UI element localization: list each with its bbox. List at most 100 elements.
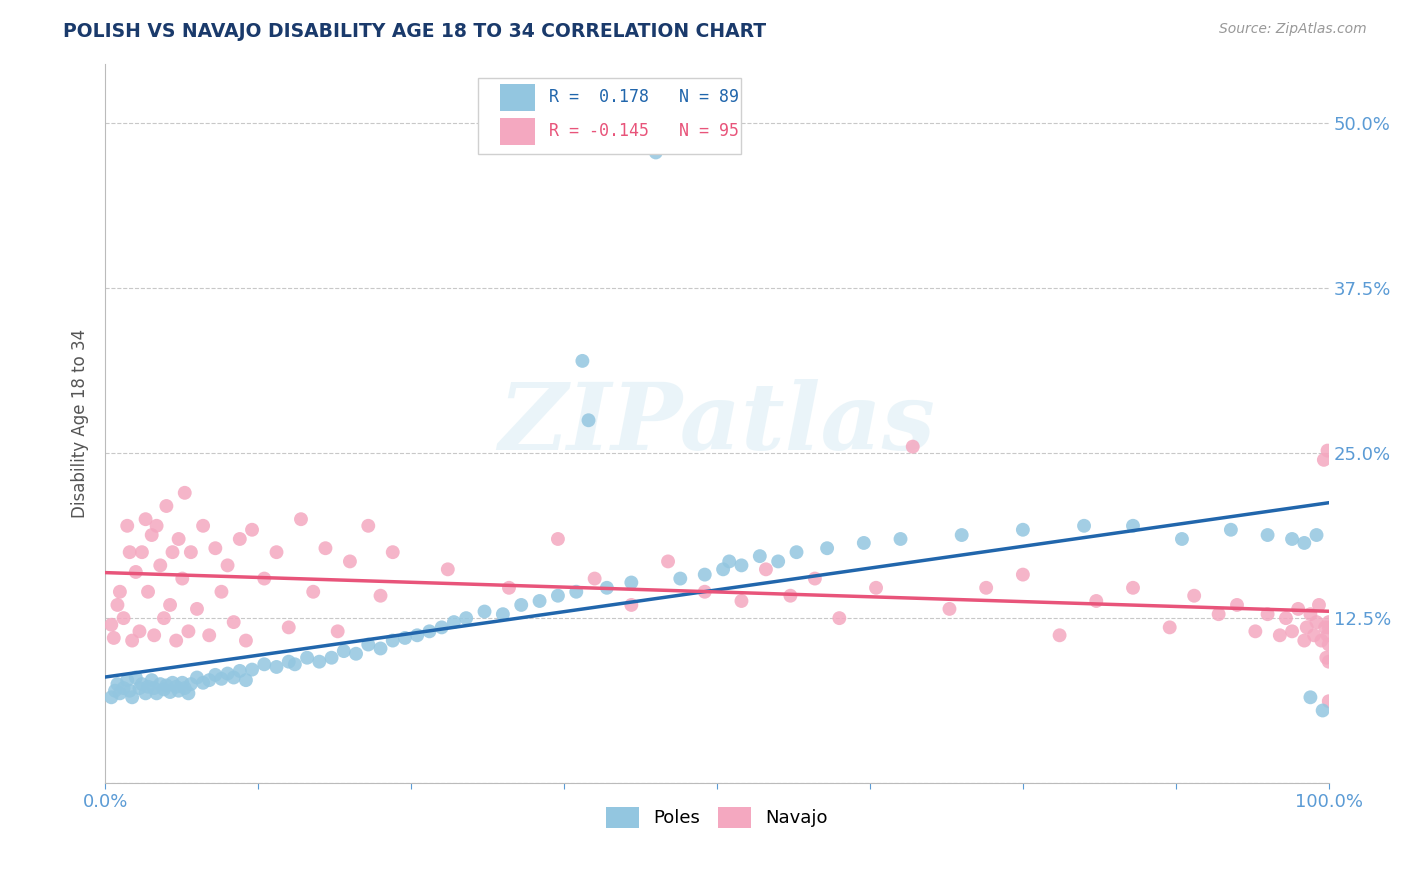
Point — [596, 581, 619, 595]
Point — [571, 354, 593, 368]
Point — [430, 620, 453, 634]
Text: POLISH VS NAVAJO DISABILITY AGE 18 TO 34 CORRELATION CHART: POLISH VS NAVAJO DISABILITY AGE 18 TO 34… — [63, 22, 766, 41]
Point — [1317, 620, 1340, 634]
Point — [155, 499, 177, 513]
Point — [167, 683, 190, 698]
Point — [370, 641, 392, 656]
Point — [693, 584, 716, 599]
Point — [149, 558, 172, 573]
Point — [786, 545, 808, 559]
Point — [1305, 528, 1327, 542]
Point — [865, 581, 887, 595]
Point — [1299, 690, 1322, 705]
Point — [1281, 532, 1303, 546]
Point — [711, 562, 734, 576]
Point — [620, 598, 643, 612]
Point — [284, 657, 307, 672]
Point — [1286, 602, 1309, 616]
Point — [498, 581, 520, 595]
Point — [131, 545, 153, 559]
Point — [974, 581, 997, 595]
Point — [118, 683, 141, 698]
Text: ZIPatlas: ZIPatlas — [499, 378, 935, 468]
Point — [693, 567, 716, 582]
Point — [950, 528, 973, 542]
Point — [339, 554, 361, 568]
Point — [1317, 638, 1340, 652]
Point — [112, 681, 135, 695]
Point — [730, 594, 752, 608]
Point — [115, 518, 138, 533]
Point — [253, 657, 276, 672]
Point — [1294, 633, 1316, 648]
Point — [103, 631, 125, 645]
Point — [204, 541, 226, 556]
Point — [718, 554, 741, 568]
Point — [162, 675, 184, 690]
Point — [108, 584, 131, 599]
Point — [198, 628, 221, 642]
Point — [135, 686, 157, 700]
FancyBboxPatch shape — [478, 78, 741, 154]
Point — [529, 594, 551, 608]
Point — [1294, 536, 1316, 550]
Point — [357, 518, 380, 533]
Point — [121, 690, 143, 705]
Point — [128, 681, 150, 695]
Legend: Poles, Navajo: Poles, Navajo — [599, 800, 835, 835]
Point — [141, 528, 163, 542]
Point — [204, 668, 226, 682]
Point — [107, 677, 129, 691]
Text: R = -0.145   N = 95: R = -0.145 N = 95 — [550, 122, 740, 140]
Point — [159, 598, 181, 612]
Point — [125, 671, 148, 685]
Point — [578, 413, 600, 427]
Point — [370, 589, 392, 603]
Point — [1275, 611, 1298, 625]
Point — [583, 572, 606, 586]
Point — [172, 572, 194, 586]
Point — [815, 541, 838, 556]
Point — [165, 633, 187, 648]
Point — [145, 518, 167, 533]
Point — [1182, 589, 1205, 603]
Point — [1316, 443, 1339, 458]
Point — [173, 485, 195, 500]
Y-axis label: Disability Age 18 to 34: Disability Age 18 to 34 — [72, 329, 89, 518]
Point — [657, 554, 679, 568]
Point — [266, 545, 288, 559]
Point — [235, 673, 257, 687]
Point — [321, 650, 343, 665]
Point — [112, 611, 135, 625]
Point — [418, 624, 440, 639]
Point — [121, 633, 143, 648]
Point — [394, 631, 416, 645]
Point — [730, 558, 752, 573]
FancyBboxPatch shape — [501, 84, 534, 111]
Point — [125, 565, 148, 579]
Point — [1312, 704, 1334, 718]
Point — [162, 545, 184, 559]
Point — [565, 584, 588, 599]
Point — [1122, 518, 1144, 533]
Point — [153, 682, 176, 697]
Point — [938, 602, 960, 616]
Point — [1257, 607, 1279, 622]
Point — [136, 680, 159, 694]
Point — [217, 666, 239, 681]
Point — [620, 575, 643, 590]
Point — [1257, 528, 1279, 542]
Point — [1226, 598, 1249, 612]
Point — [191, 518, 214, 533]
Point — [1299, 607, 1322, 622]
Point — [1049, 628, 1071, 642]
Point — [167, 532, 190, 546]
Point — [1122, 581, 1144, 595]
Point — [115, 673, 138, 687]
Point — [153, 611, 176, 625]
Point — [229, 532, 252, 546]
Point — [1244, 624, 1267, 639]
Point — [443, 615, 465, 629]
Point — [1310, 633, 1333, 648]
Point — [186, 602, 208, 616]
